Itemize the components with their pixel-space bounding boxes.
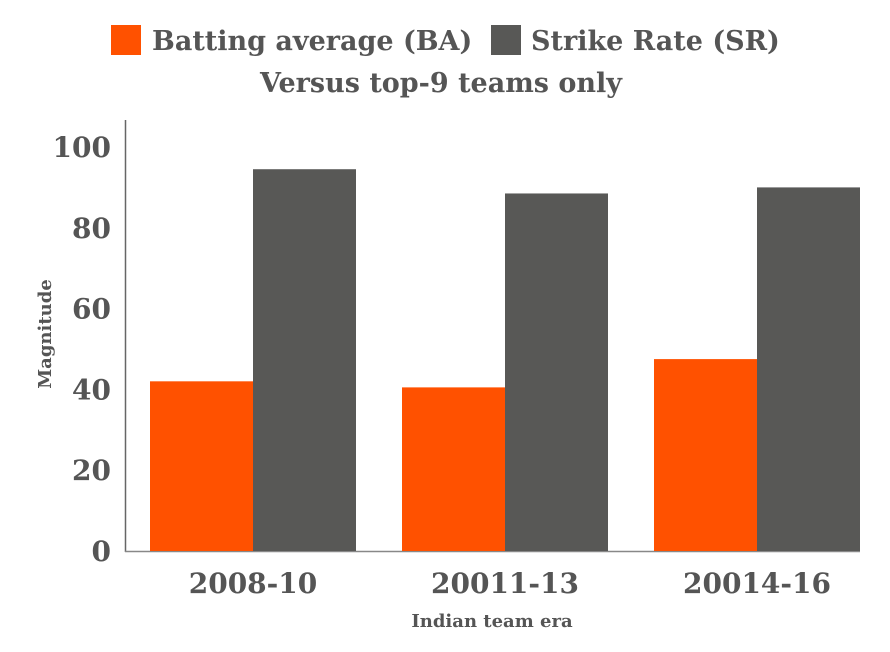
bar-ba-0 (150, 381, 253, 551)
y-tick-label: 100 (53, 131, 111, 164)
legend-swatch-sr (491, 25, 521, 55)
y-tick-label: 60 (72, 293, 111, 326)
bar-sr-0 (253, 169, 356, 551)
legend: Batting average (BA) Strike Rate (SR) (111, 25, 780, 57)
y-tick-label: 80 (72, 212, 111, 245)
bar-sr-2 (757, 187, 860, 551)
y-tick-label: 40 (72, 373, 111, 406)
bars (150, 169, 860, 551)
chart-subtitle: Versus top-9 teams only (259, 68, 623, 99)
x-tick-label: 20011-13 (431, 567, 579, 600)
y-tick-label: 0 (92, 535, 111, 568)
y-axis-ticks: 0 20 40 60 80 100 (53, 131, 111, 568)
x-tick-label: 2008-10 (189, 567, 318, 600)
bar-sr-1 (505, 193, 608, 551)
x-tick-label: 20014-16 (683, 567, 831, 600)
legend-swatch-ba (111, 25, 141, 55)
bar-ba-2 (654, 359, 757, 551)
legend-label-sr: Strike Rate (SR) (531, 26, 780, 57)
y-axis-title: Magnitude (35, 279, 56, 389)
x-axis-title: Indian team era (411, 611, 573, 632)
y-tick-label: 20 (72, 454, 111, 487)
bar-ba-1 (402, 387, 505, 551)
legend-label-ba: Batting average (BA) (152, 26, 472, 57)
x-axis-ticks: 2008-10 20011-13 20014-16 (189, 567, 831, 600)
